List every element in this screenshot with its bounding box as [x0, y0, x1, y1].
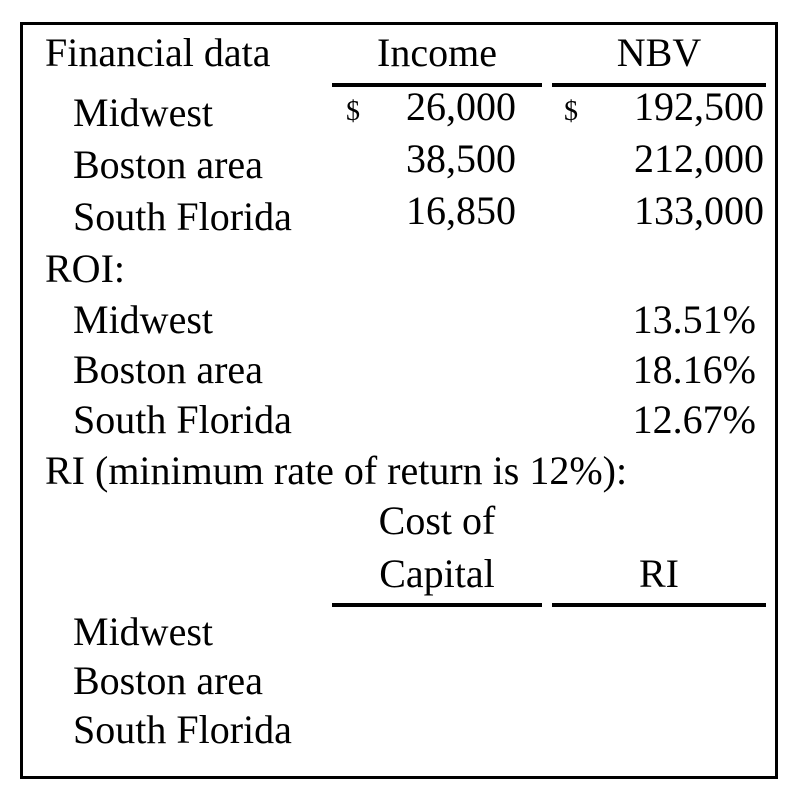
nbv-value: 212,000: [634, 136, 764, 181]
financial-data-table: Financial data Income NBV Midwest $ 26,0…: [20, 22, 778, 779]
table-row: Midwest $ 26,000 $ 192,500: [23, 87, 775, 139]
empty-cell: [332, 295, 542, 345]
nbv-value: 133,000: [634, 188, 764, 233]
ri-section-label: RI (minimum rate of return is 12%):: [45, 448, 628, 493]
income-value: 38,500: [406, 136, 516, 181]
nbv-cell: 212,000: [552, 139, 766, 191]
region-label: Midwest: [73, 608, 213, 654]
income-column-header: Income: [332, 31, 542, 87]
roi-value: 18.16%: [632, 347, 756, 392]
ri-header-row-1: Cost of: [23, 497, 775, 545]
region-label: Midwest: [73, 297, 213, 342]
ri-value: [552, 705, 766, 754]
table-row: South Florida 12.67%: [23, 395, 775, 445]
roi-value: 12.67%: [632, 397, 756, 442]
region-label: Boston area: [73, 347, 263, 392]
empty-cell: [23, 497, 332, 545]
income-value: 16,850: [406, 188, 516, 233]
region-label: South Florida: [73, 194, 292, 239]
table-row: Boston area 18.16%: [23, 345, 775, 395]
empty-cell: [332, 345, 542, 395]
nbv-column-header: NBV: [552, 31, 766, 87]
cost-of-capital-value: [332, 656, 542, 705]
cost-of-capital-header-line1: Cost of: [378, 498, 496, 543]
ri-value: [552, 607, 766, 656]
empty-cell: [552, 497, 766, 545]
roi-value: 13.51%: [632, 297, 756, 342]
income-value: 26,000: [406, 84, 516, 129]
nbv-cell: $ 192,500: [552, 87, 766, 139]
region-label: South Florida: [73, 706, 292, 752]
region-label: Boston area: [73, 657, 263, 703]
roi-section-row: ROI:: [23, 243, 775, 295]
cost-of-capital-value: [332, 607, 542, 656]
table-row: Boston area 38,500 212,000: [23, 139, 775, 191]
income-cell: 38,500: [332, 139, 542, 191]
ri-column-header: RI: [552, 545, 766, 607]
currency-symbol: $: [564, 96, 578, 127]
empty-cell: [332, 395, 542, 445]
region-label: Boston area: [73, 142, 263, 187]
ri-section-row: RI (minimum rate of return is 12%):: [23, 445, 775, 497]
table-row: Midwest 13.51%: [23, 295, 775, 345]
income-cell: 16,850: [332, 191, 542, 243]
header-row: Financial data Income NBV: [23, 31, 775, 87]
region-label: South Florida: [73, 397, 292, 442]
table-row: Midwest: [23, 607, 775, 656]
table-title: Financial data: [45, 30, 271, 75]
empty-cell: [23, 545, 332, 607]
cost-of-capital-value: [332, 705, 542, 754]
region-label: Midwest: [73, 90, 213, 135]
table-row: Boston area: [23, 656, 775, 705]
table-row: South Florida: [23, 705, 775, 754]
cost-of-capital-header-line2: Capital: [332, 545, 542, 607]
income-cell: $ 26,000: [332, 87, 542, 139]
table-row: South Florida 16,850 133,000: [23, 191, 775, 243]
currency-symbol: $: [346, 96, 360, 127]
ri-value: [552, 656, 766, 705]
roi-section-label: ROI:: [45, 246, 125, 291]
nbv-cell: 133,000: [552, 191, 766, 243]
nbv-value: 192,500: [634, 84, 764, 129]
ri-header-row-2: Capital RI: [23, 545, 775, 607]
